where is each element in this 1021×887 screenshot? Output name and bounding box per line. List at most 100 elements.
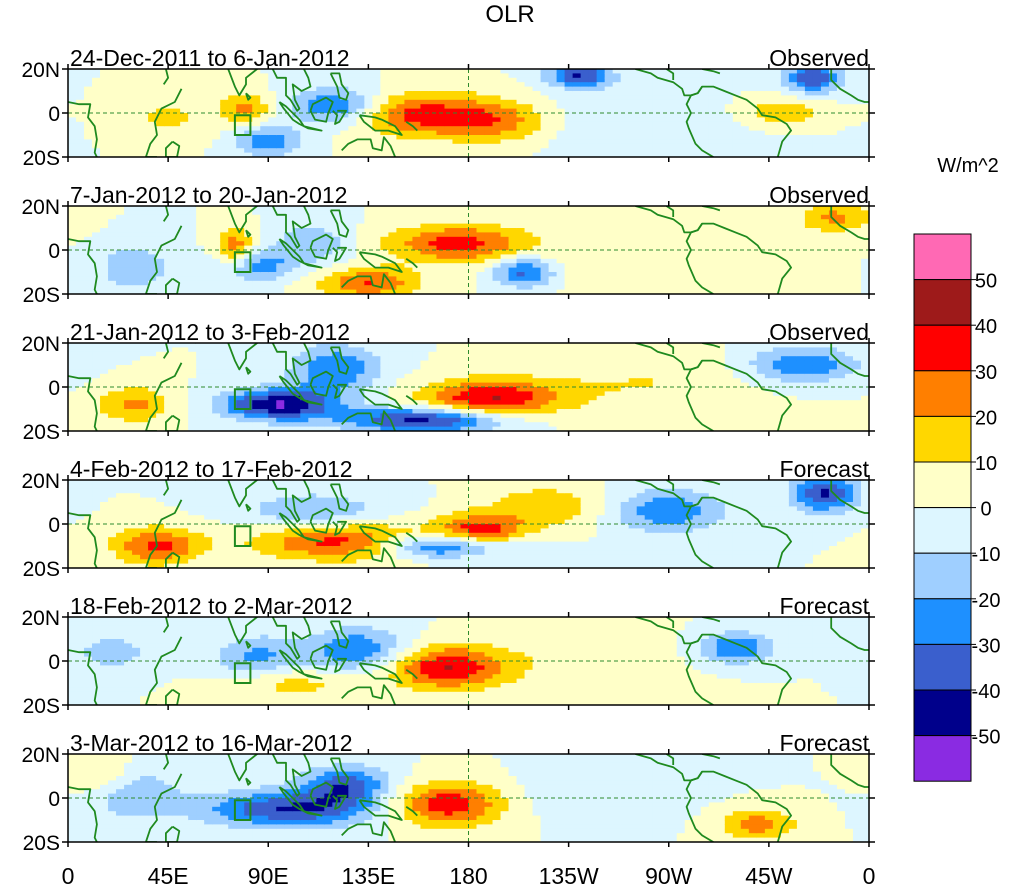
anomaly-cell	[412, 395, 422, 401]
anomaly-cell	[564, 267, 574, 273]
anomaly-cell	[532, 285, 542, 291]
anomaly-cell	[764, 73, 774, 79]
anomaly-cell	[708, 241, 718, 247]
anomaly-cell	[484, 91, 494, 96]
anomaly-cell	[652, 91, 662, 96]
anomaly-cell	[292, 121, 301, 127]
anomaly-cell	[252, 413, 261, 419]
anomaly-cell	[92, 95, 101, 101]
anomaly-cell	[404, 417, 414, 423]
anomaly-cell	[564, 280, 574, 286]
anomaly-cell	[268, 113, 277, 118]
anomaly-cell	[700, 95, 710, 101]
anomaly-cell	[780, 285, 790, 291]
anomaly-cell	[708, 214, 718, 220]
anomaly-cell	[380, 400, 389, 406]
anomaly-cell	[764, 236, 774, 242]
anomaly-cell	[532, 250, 542, 255]
anomaly-cell	[772, 152, 782, 157]
anomaly-cell	[828, 263, 838, 269]
anomaly-cell	[660, 285, 670, 291]
anomaly-cell	[108, 373, 117, 379]
anomaly-cell	[604, 210, 614, 216]
anomaly-cell	[628, 214, 638, 220]
anomaly-cell	[724, 139, 734, 145]
anomaly-cell	[68, 143, 77, 149]
anomaly-cell	[844, 272, 854, 277]
anomaly-cell	[372, 69, 381, 74]
anomaly-cell	[724, 121, 734, 127]
anomaly-cell	[300, 77, 309, 83]
anomaly-cell	[724, 272, 734, 277]
anomaly-cell	[228, 95, 237, 101]
anomaly-cell	[132, 369, 141, 375]
anomaly-cell	[292, 417, 301, 423]
anomaly-cell	[68, 117, 77, 123]
anomaly-cell	[796, 214, 806, 220]
anomaly-cell	[220, 126, 229, 132]
anomaly-cell	[284, 135, 293, 140]
anomaly-cell	[612, 250, 622, 255]
anomaly-cell	[260, 387, 269, 392]
anomaly-cell	[228, 267, 237, 273]
anomaly-cell	[196, 91, 205, 96]
anomaly-cell	[348, 99, 357, 105]
anomaly-cell	[276, 382, 285, 388]
anomaly-cell	[652, 223, 662, 229]
anomaly-cell	[228, 400, 237, 406]
anomaly-cell	[260, 206, 269, 211]
anomaly-cell	[460, 258, 470, 264]
anomaly-cell	[324, 360, 333, 366]
anomaly-cell	[428, 104, 438, 110]
anomaly-cell	[692, 152, 702, 157]
anomaly-cell	[348, 232, 357, 238]
anomaly-cell	[252, 360, 261, 366]
anomaly-cell	[388, 250, 398, 255]
anomaly-cell	[748, 108, 758, 114]
anomaly-cell	[148, 130, 157, 136]
anomaly-cell	[340, 152, 349, 157]
anomaly-cell	[532, 289, 542, 294]
anomaly-cell	[252, 351, 261, 357]
anomaly-cell	[396, 99, 406, 105]
anomaly-cell	[572, 82, 582, 88]
anomaly-cell	[244, 126, 253, 132]
anomaly-cell	[836, 276, 846, 282]
anomaly-cell	[164, 214, 173, 220]
anomaly-cell	[356, 236, 365, 242]
anomaly-cell	[572, 152, 582, 157]
anomaly-cell	[540, 228, 550, 233]
anomaly-cell	[732, 130, 742, 136]
anomaly-cell	[284, 219, 293, 225]
anomaly-cell	[860, 126, 869, 132]
anomaly-cell	[124, 236, 133, 242]
anomaly-cell	[444, 254, 454, 260]
anomaly-cell	[164, 108, 173, 114]
anomaly-cell	[156, 219, 165, 225]
anomaly-cell	[204, 409, 213, 414]
anomaly-cell	[260, 228, 269, 233]
anomaly-cell	[492, 82, 502, 88]
anomaly-cell	[308, 206, 317, 211]
anomaly-cell	[836, 73, 846, 79]
anomaly-cell	[180, 77, 189, 83]
anomaly-cell	[388, 135, 398, 140]
anomaly-cell	[444, 232, 454, 238]
anomaly-cell	[580, 250, 590, 255]
anomaly-cell	[476, 121, 486, 127]
anomaly-cell	[156, 241, 165, 247]
anomaly-cell	[164, 135, 173, 140]
anomaly-cell	[516, 280, 526, 286]
anomaly-cell	[372, 77, 381, 83]
anomaly-cell	[284, 267, 293, 273]
anomaly-cell	[756, 99, 766, 105]
anomaly-cell	[836, 250, 846, 255]
anomaly-cell	[724, 263, 734, 269]
anomaly-cell	[364, 365, 373, 370]
anomaly-cell	[372, 417, 381, 423]
anomaly-cell	[668, 126, 678, 132]
anomaly-cell	[324, 263, 333, 269]
anomaly-cell	[668, 135, 678, 140]
anomaly-cell	[836, 126, 846, 132]
anomaly-cell	[388, 126, 398, 132]
